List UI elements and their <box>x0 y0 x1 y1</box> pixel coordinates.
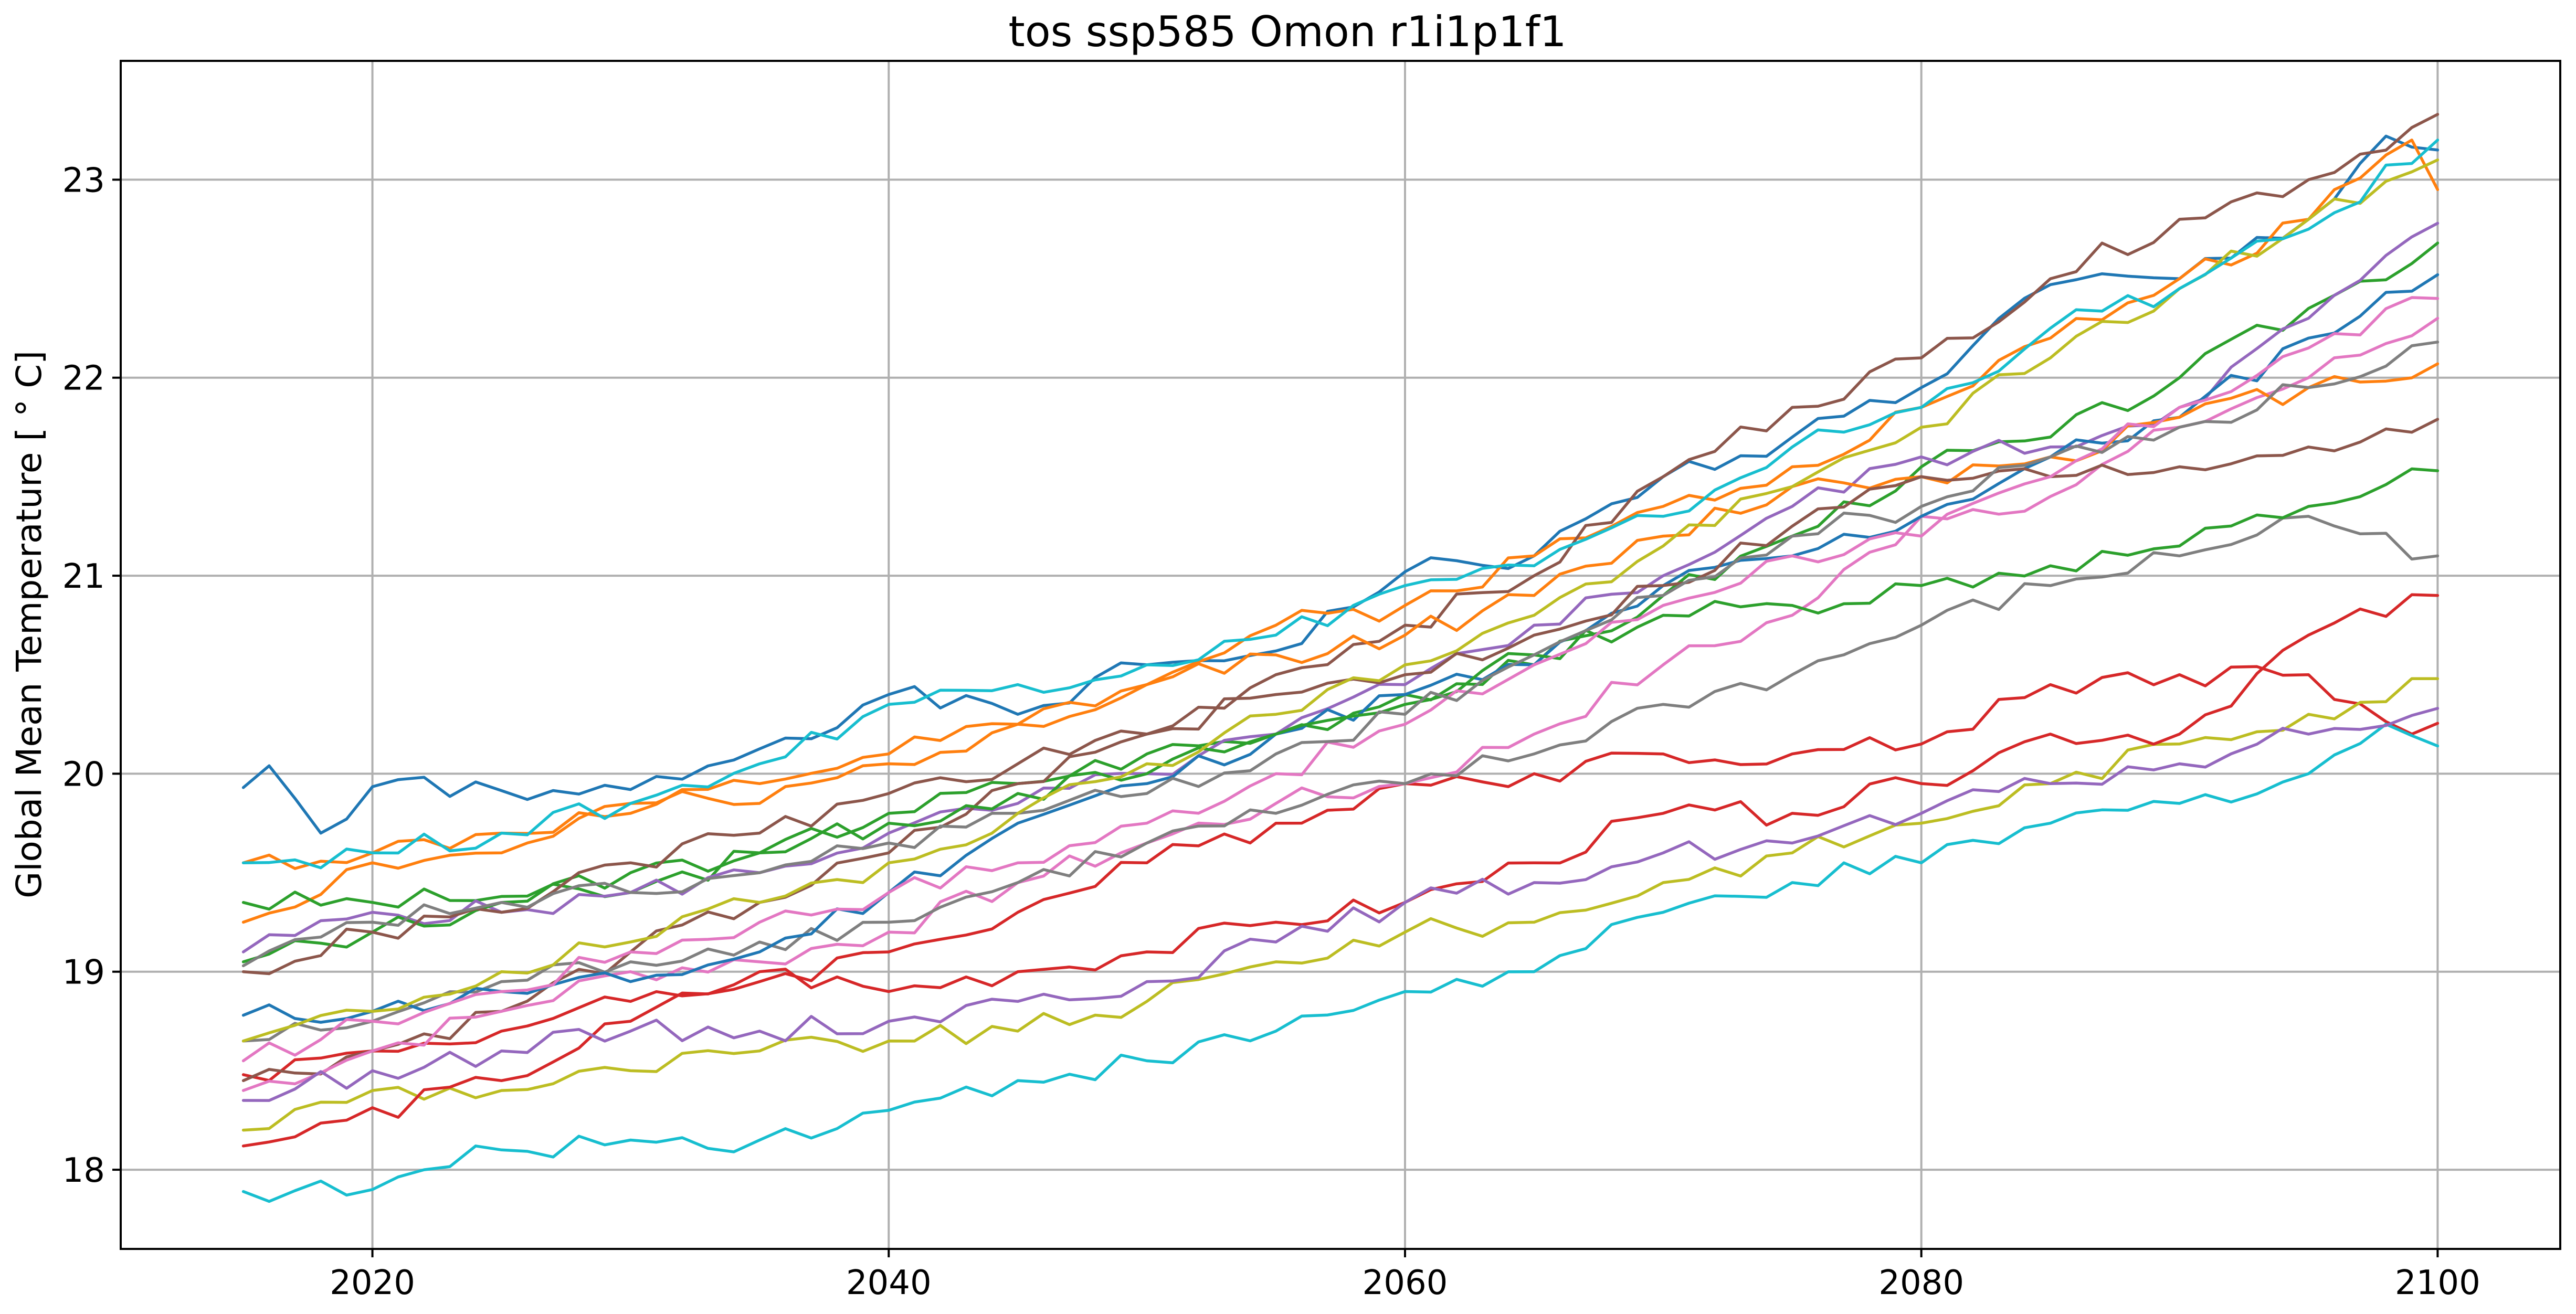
series-line-9 <box>241 677 2440 1132</box>
series-line-4 <box>241 665 2440 1082</box>
axes-frame <box>120 60 2561 1250</box>
y-tick-label: 21 <box>62 557 105 596</box>
x-tick-label: 2060 <box>1363 1264 1448 1302</box>
y-tick-label: 20 <box>62 755 105 794</box>
y-tick-label: 19 <box>62 953 105 992</box>
y-tick-label: 18 <box>62 1151 105 1190</box>
series-line-17 <box>241 296 2440 1063</box>
series-line-2 <box>241 139 2440 924</box>
series-line-8 <box>241 515 2440 1043</box>
axis-ticks: 2020 2040 2060 2080 2100 18 19 20 21 22 23 <box>62 161 2480 1302</box>
x-tick-label: 2020 <box>330 1264 415 1302</box>
series-line-10 <box>241 723 2440 1203</box>
y-tick-label: 22 <box>62 359 105 398</box>
grid <box>121 61 2560 1249</box>
series-line-16 <box>241 418 2440 976</box>
series-line-11 <box>241 273 2440 1024</box>
chart-title: tos ssp585 Omon r1i1p1f1 <box>1008 7 1566 56</box>
series-line-14 <box>241 593 2440 1148</box>
x-tick-label: 2080 <box>1878 1264 1964 1302</box>
plot-lines <box>241 113 2440 1203</box>
series-line-18 <box>241 341 2440 968</box>
series-line-1 <box>241 134 2440 835</box>
x-tick-label: 2100 <box>2395 1264 2480 1302</box>
y-tick-label: 23 <box>62 161 105 200</box>
x-tick-label: 2040 <box>846 1264 932 1302</box>
series-line-15 <box>241 707 2440 1102</box>
series-line-19 <box>241 158 2440 1043</box>
y-axis-label: Global Mean Temperature [ ° C] <box>9 351 49 898</box>
series-line-20 <box>241 139 2440 870</box>
